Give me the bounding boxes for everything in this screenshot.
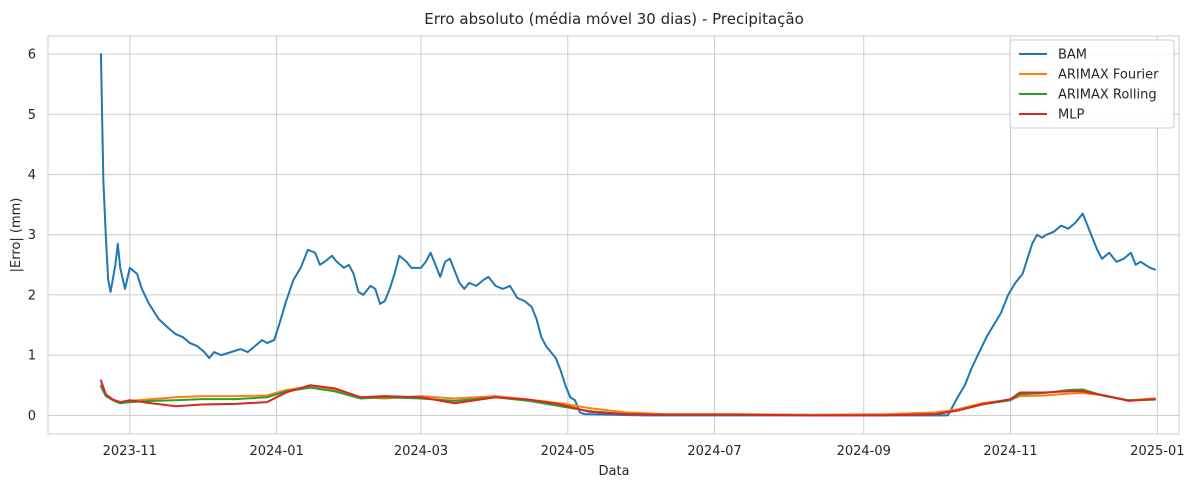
y-tick-label: 0 [28, 409, 36, 424]
x-tick-label: 2024-07 [687, 444, 741, 459]
y-tick-label: 4 [28, 168, 36, 183]
x-tick-label: 2023-11 [103, 444, 157, 459]
y-tick-label: 6 [28, 48, 36, 63]
legend-entry: MLP [1058, 108, 1084, 123]
x-tick-label: 2025-01 [1130, 444, 1184, 459]
y-axis-label: |Erro| (mm) [9, 198, 24, 273]
chart-title: Erro absoluto (média móvel 30 dias) - Pr… [424, 10, 804, 28]
x-axis: 2023-11 2024-01 2024-03 2024-05 2024-07 2024-… [103, 444, 1185, 459]
y-axis: 0 1 2 3 4 5 6 [28, 48, 36, 424]
x-tick-label: 2024-05 [541, 444, 595, 459]
legend-entry: BAM [1058, 48, 1087, 63]
series-line-bam [99, 53, 1156, 417]
y-tick-label: 3 [28, 228, 36, 243]
x-tick-label: 2024-01 [249, 444, 303, 459]
legend-entry: ARIMAX Fourier [1058, 68, 1159, 83]
legend-entry: ARIMAX Rolling [1058, 88, 1157, 103]
x-tick-label: 2024-09 [837, 444, 891, 459]
grid-lines [48, 36, 1179, 434]
series-lines [99, 53, 1156, 417]
x-axis-label: Data [598, 464, 629, 479]
x-tick-label: 2024-11 [983, 444, 1037, 459]
series-line-arimax-rolling [99, 385, 1156, 417]
legend-box [1009, 39, 1175, 129]
y-tick-label: 5 [28, 108, 36, 123]
y-tick-label: 2 [28, 288, 36, 303]
x-tick-label: 2024-03 [394, 444, 448, 459]
series-line-mlp [99, 379, 1156, 417]
y-tick-label: 1 [28, 349, 36, 364]
legend: BAM ARIMAX Fourier ARIMAX Rolling MLP [1009, 39, 1175, 129]
plot-frame [47, 35, 1180, 435]
